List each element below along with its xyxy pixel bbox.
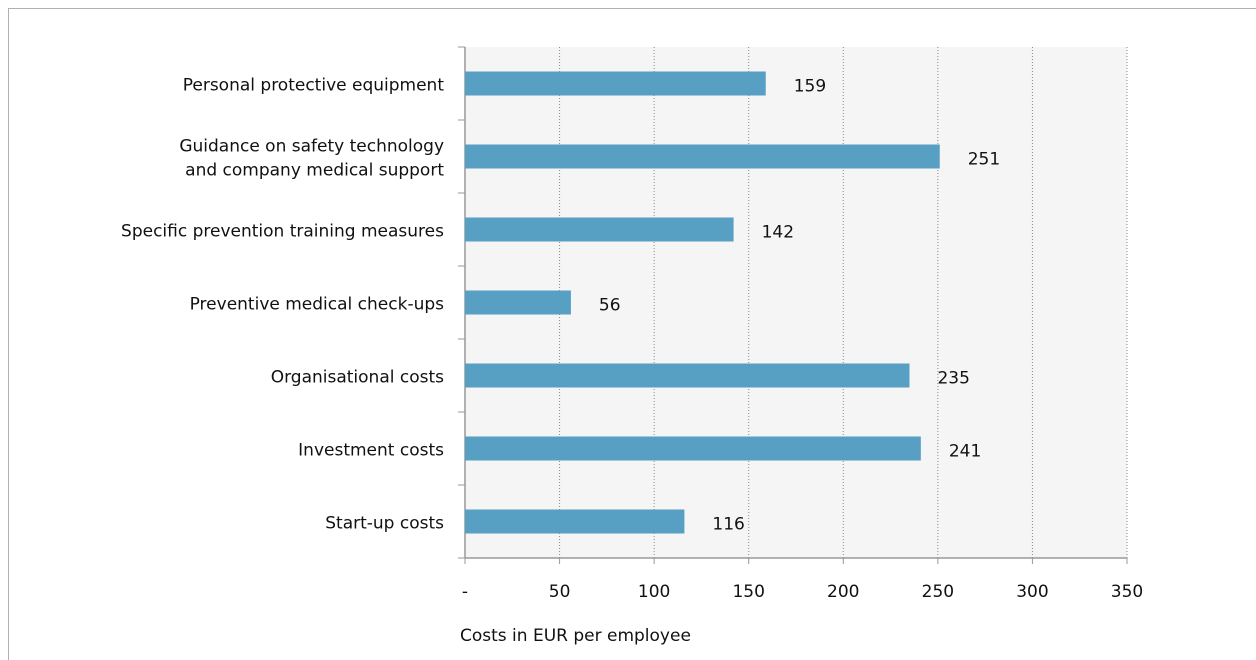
y-tick-label: Preventive medical check-ups — [190, 295, 445, 315]
bar — [465, 363, 910, 388]
x-axis-title: Costs in EUR per employee — [460, 626, 691, 646]
x-tick-label: 150 — [732, 582, 764, 602]
x-tick-label: - — [462, 582, 468, 602]
value-label: 116 — [712, 515, 744, 535]
x-tick-label: 250 — [922, 582, 954, 602]
value-label: 251 — [968, 150, 1000, 170]
y-tick-label: Personal protective equipment — [183, 76, 445, 96]
bar — [465, 290, 571, 315]
x-tick-label: 350 — [1111, 582, 1143, 602]
value-label: 142 — [762, 223, 794, 243]
value-label: 241 — [949, 442, 981, 462]
value-label: 56 — [599, 296, 621, 316]
x-tick-label: 50 — [549, 582, 571, 602]
y-tick-label: Guidance on safety technology and company… — [179, 137, 444, 181]
x-tick-label: 100 — [638, 582, 670, 602]
y-tick-label: Investment costs — [298, 441, 444, 461]
x-tick-label: 200 — [827, 582, 859, 602]
bar — [465, 509, 685, 534]
x-tick-label: 300 — [1016, 582, 1048, 602]
value-label: 159 — [794, 77, 826, 97]
bar — [465, 217, 734, 242]
bar — [465, 436, 921, 461]
y-tick-label: Organisational costs — [271, 368, 444, 388]
bar — [465, 71, 766, 96]
bar — [465, 144, 940, 169]
y-tick-label: Specific prevention training measures — [121, 222, 444, 242]
value-label: 235 — [937, 369, 969, 389]
plot-area — [465, 47, 1127, 558]
frame — [8, 8, 1256, 660]
y-tick-label: Start-up costs — [325, 514, 444, 534]
